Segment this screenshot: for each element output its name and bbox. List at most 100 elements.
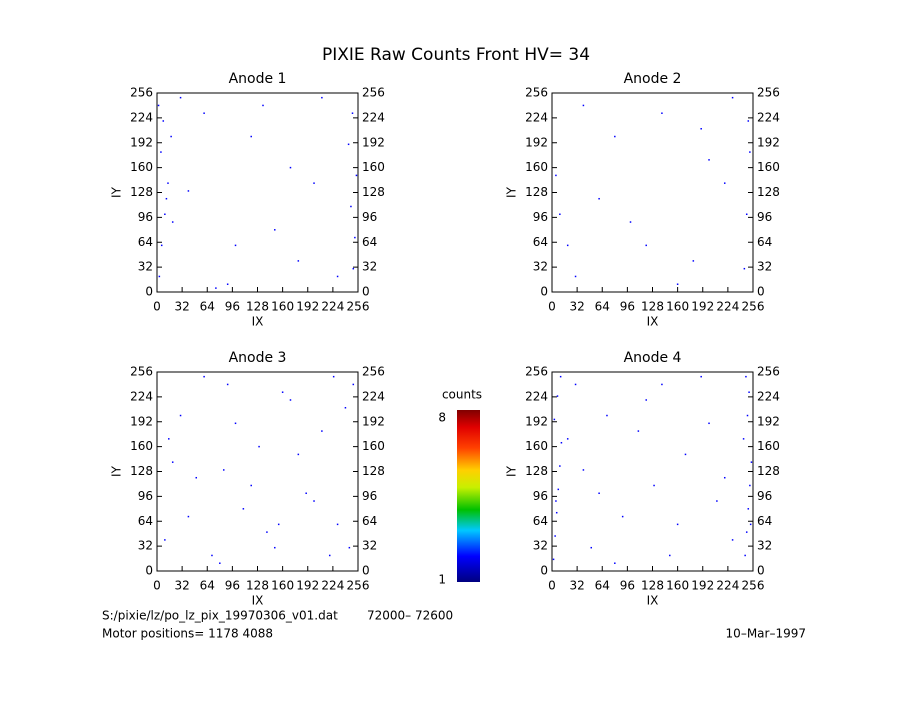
count-pixel [566, 244, 569, 247]
count-pixel [289, 399, 292, 401]
x-tick-label: 0 [153, 579, 161, 593]
plot-frame [156, 371, 359, 572]
y-right-tick-label: 96 [757, 489, 772, 503]
count-pixel [559, 213, 561, 216]
y-tick-label: 192 [525, 135, 548, 149]
x-tick-label: 96 [225, 579, 240, 593]
y-right-tick-label: 256 [362, 365, 385, 379]
y-tick-label: 64 [533, 514, 548, 528]
y-tick-label: 32 [138, 539, 153, 553]
footer-range: 72000– 72600 [367, 609, 453, 623]
count-pixel [743, 267, 746, 270]
count-pixel [266, 531, 268, 533]
count-pixel [162, 120, 165, 122]
count-pixel [582, 469, 585, 471]
count-pixel [553, 418, 556, 421]
x-tick-label: 0 [153, 300, 161, 314]
count-pixel [167, 182, 169, 184]
count-pixel [716, 500, 718, 502]
count-pixel [347, 143, 350, 146]
panel-title: Anode 3 [229, 350, 287, 366]
count-pixel [552, 558, 555, 561]
y-axis-label: IY [110, 186, 124, 198]
x-tick-label: 192 [691, 579, 714, 593]
y-right-tick-label: 64 [362, 514, 377, 528]
count-pixel [556, 395, 559, 397]
colorbar-label: counts [442, 388, 482, 402]
count-pixel [700, 375, 702, 378]
count-pixel [313, 182, 315, 184]
x-tick-label: 0 [548, 579, 556, 593]
x-tick-label: 224 [321, 300, 344, 314]
count-pixel [226, 283, 229, 285]
x-tick-label: 64 [595, 300, 610, 314]
count-pixel [160, 151, 162, 153]
y-tick-label: 64 [533, 235, 548, 249]
count-pixel [262, 104, 264, 107]
x-tick-label: 0 [548, 300, 556, 314]
y-right-tick-label: 32 [757, 260, 772, 274]
count-pixel [250, 135, 252, 138]
count-pixel [676, 523, 679, 526]
count-pixel [222, 469, 225, 471]
y-right-tick-label: 160 [362, 160, 385, 174]
count-pixel [748, 391, 750, 393]
count-pixel [164, 213, 166, 216]
plot-frame [156, 92, 359, 293]
y-tick-label: 0 [145, 564, 153, 578]
count-pixel [170, 135, 172, 138]
count-pixel [598, 492, 600, 495]
count-pixel [336, 523, 339, 526]
y-right-tick-label: 224 [362, 389, 385, 403]
y-tick-label: 224 [130, 110, 153, 124]
count-pixel [614, 562, 616, 564]
count-pixel [560, 441, 563, 444]
count-pixel [348, 546, 351, 549]
count-pixel [731, 539, 734, 541]
count-pixel [219, 562, 221, 564]
x-tick-label: 96 [620, 579, 635, 593]
count-pixel [598, 197, 600, 200]
count-pixel [582, 104, 585, 107]
x-tick-label: 32 [174, 579, 189, 593]
y-tick-label: 32 [138, 260, 153, 274]
x-tick-label: 256 [347, 300, 370, 314]
plot-frame [551, 371, 754, 572]
count-pixel [554, 535, 556, 537]
y-right-tick-label: 224 [757, 110, 780, 124]
count-pixel [350, 205, 352, 208]
count-pixel [566, 438, 569, 440]
y-tick-label: 64 [138, 235, 153, 249]
y-right-tick-label: 128 [757, 464, 780, 478]
y-tick-label: 0 [540, 285, 548, 299]
count-pixel [749, 484, 751, 487]
y-tick-label: 96 [138, 210, 153, 224]
x-tick-label: 64 [595, 579, 610, 593]
x-tick-label: 224 [716, 300, 739, 314]
count-pixel [700, 128, 702, 130]
count-pixel [723, 182, 726, 184]
plot-frame [551, 92, 754, 293]
count-pixel [684, 453, 687, 456]
y-tick-label: 0 [145, 285, 153, 299]
y-right-tick-label: 64 [757, 235, 772, 249]
count-pixel [676, 283, 679, 285]
count-pixel [203, 112, 205, 114]
y-tick-label: 256 [525, 86, 548, 100]
panel-title: Anode 2 [624, 71, 682, 87]
y-right-tick-label: 32 [757, 539, 772, 553]
y-right-tick-label: 192 [757, 135, 780, 149]
count-pixel [297, 453, 300, 456]
count-pixel [321, 96, 323, 99]
count-pixel [336, 275, 339, 278]
count-pixel [195, 476, 198, 479]
y-right-tick-label: 32 [362, 260, 377, 274]
count-pixel [187, 190, 190, 192]
count-pixel [731, 96, 734, 99]
count-pixel [645, 399, 647, 401]
count-pixel [723, 476, 726, 479]
colorbar-tick-label: 8 [438, 411, 446, 425]
panel-title: Anode 1 [229, 71, 287, 87]
y-right-tick-label: 128 [362, 464, 385, 478]
